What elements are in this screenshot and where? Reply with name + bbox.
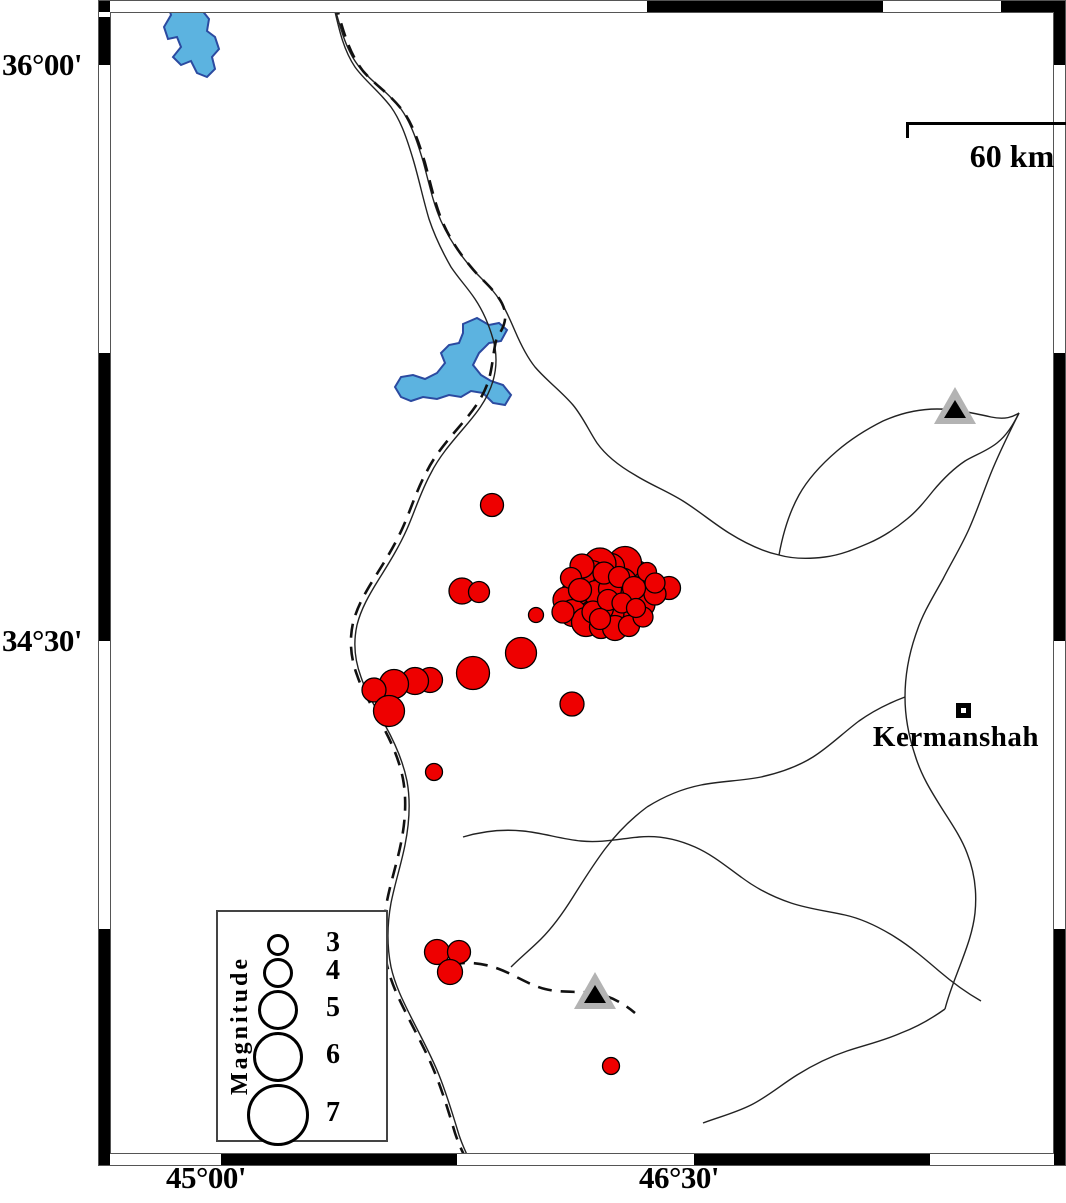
map-plot-area: [110, 12, 1054, 1154]
provincial-boundary-central: [462, 829, 982, 1002]
river-west: [334, 13, 497, 1153]
provincial-boundary-southwest: [510, 806, 648, 968]
frame-tick-right-3: [1054, 929, 1065, 1165]
epicenter-circle: [527, 606, 545, 624]
scale-bar: 60 km: [906, 122, 1066, 178]
legend-circle-m6: [253, 1032, 303, 1082]
frame-tick-bottom-2: [221, 1154, 457, 1165]
legend-circle-m4: [263, 958, 293, 988]
epicenter-circle: [455, 655, 491, 691]
epicenter-symbol-layer: [361, 387, 976, 1076]
legend-circle-m7: [247, 1084, 309, 1146]
epicenter-circle: [361, 677, 387, 703]
city-label-kermanshah: Kermanshah: [872, 721, 1040, 753]
scale-bar-bracket: [906, 122, 1066, 138]
frame-tick-left-3: [99, 929, 110, 1165]
epicenter-circle: [567, 577, 593, 603]
epicenter-circle: [559, 691, 585, 717]
scale-bar-label: 60 km: [969, 138, 1055, 174]
epicenter-circle: [424, 762, 444, 782]
frame-tick-bottom-1: [99, 1154, 110, 1165]
frame-tick-left-2: [99, 353, 110, 641]
provincial-boundary-southeast: [646, 696, 906, 808]
lake-urmia-shape: [162, 13, 221, 79]
provincial-boundary-south: [702, 1008, 946, 1124]
lat-tick-label-36-00: 36°00': [2, 47, 83, 82]
legend-label-m5: 5: [326, 992, 340, 1023]
epicenter-circle: [372, 694, 406, 728]
epicenter-circle: [601, 1056, 621, 1076]
legend-label-m6: 6: [326, 1039, 340, 1070]
provincial-boundary-east: [904, 412, 1020, 1010]
frame-tick-left-1: [99, 17, 110, 65]
epicenter-circle: [588, 607, 612, 631]
lat-tick-label-34-30: 34°30': [2, 623, 83, 658]
frame-tick-top-1: [99, 1, 110, 12]
frame-tick-bottom-3: [694, 1154, 930, 1165]
frame-tick-top-2: [647, 1, 883, 12]
city-square-icon: [956, 703, 971, 718]
epicenter-circle: [436, 958, 464, 986]
legend-label-m7: 7: [326, 1097, 340, 1128]
station-triangle-inner-icon: [584, 985, 606, 1003]
boundary-ne-upper: [778, 408, 1020, 556]
epicenter-circle: [504, 636, 538, 670]
map-vector-layer: [162, 13, 1020, 1153]
epicenter-circle: [551, 600, 575, 624]
water-bodies-layer: [162, 13, 513, 407]
epicenter-circle: [479, 492, 505, 518]
legend-circle-m5: [258, 990, 298, 1030]
legend-circle-m3: [267, 934, 289, 956]
epicenter-circle: [644, 572, 666, 594]
epicenter-circle: [467, 580, 491, 604]
station-triangle-inner-icon: [944, 400, 966, 418]
frame-tick-right-2: [1054, 353, 1065, 641]
boundary-lines-layer: [334, 13, 1020, 1153]
legend-label-m4: 4: [326, 955, 340, 986]
country-boundary-north: [335, 13, 1020, 560]
frame-tick-top-3: [1001, 1, 1065, 12]
legend-label-m3: 3: [326, 927, 340, 958]
epicenter-circle: [625, 597, 647, 619]
frame-tick-right-1: [1054, 1, 1065, 65]
legend-title: Magnitude: [226, 956, 253, 1096]
